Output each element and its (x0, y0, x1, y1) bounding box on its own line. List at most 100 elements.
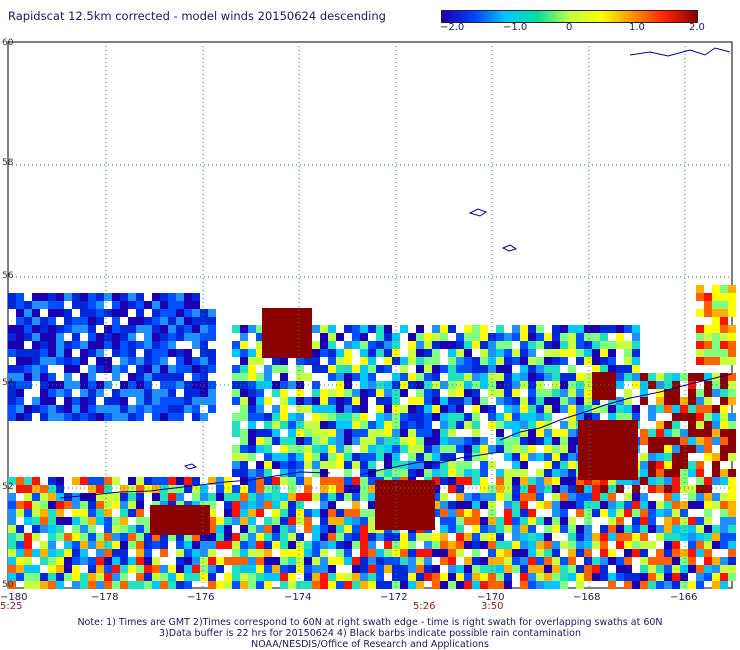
swath-cell (56, 341, 64, 349)
swath-cell (104, 573, 112, 581)
swath-cell (368, 349, 376, 357)
swath-cell (320, 477, 328, 485)
swath-cell (280, 573, 288, 581)
swath-cell (176, 493, 184, 501)
swath-cell (256, 389, 264, 397)
swath-cell (704, 397, 712, 405)
swath-cell (248, 453, 256, 461)
swath-cell (696, 405, 704, 413)
swath-cell (704, 421, 712, 429)
swath-cell (640, 541, 648, 549)
swath-cell (128, 325, 136, 333)
swath-cell (608, 501, 616, 509)
swath-cell (184, 357, 192, 365)
swath-cell (80, 341, 88, 349)
swath-cell (288, 573, 296, 581)
swath-cell (264, 477, 272, 485)
swath-cell (704, 333, 712, 341)
swath-cell (728, 493, 736, 501)
swath-cell (96, 477, 104, 485)
swath-cell (280, 477, 288, 485)
swath-cell (696, 541, 704, 549)
swath-cell (416, 549, 424, 557)
swath-cell (688, 581, 696, 589)
swath-cell (104, 501, 112, 509)
swath-cell (584, 357, 592, 365)
swath-cell (384, 405, 392, 413)
swath-cell (688, 557, 696, 565)
swath-cell (680, 525, 688, 533)
swath-cell (344, 421, 352, 429)
swath-cell (24, 373, 32, 381)
swath-cell (328, 365, 336, 373)
swath-cell (24, 325, 32, 333)
swath-cell (8, 525, 16, 533)
swath-cell (184, 365, 192, 373)
swath-cell (392, 453, 400, 461)
swath-cell (552, 389, 560, 397)
swath-cell (272, 461, 280, 469)
swath-cell (312, 389, 320, 397)
swath-cell (536, 501, 544, 509)
swath-cell (448, 541, 456, 549)
swath-cell (576, 349, 584, 357)
swath-cell (256, 333, 264, 341)
swath-cell (80, 373, 88, 381)
swath-cell (176, 349, 184, 357)
swath-cell (96, 293, 104, 301)
swath-cell (560, 485, 568, 493)
swath-cell (728, 509, 736, 517)
swath-cell (696, 309, 704, 317)
swath-cell (160, 413, 168, 421)
swath-cell (728, 301, 736, 309)
swath-cell (24, 493, 32, 501)
swath-cell (208, 565, 216, 573)
swath-cell (40, 581, 48, 589)
swath-cell (352, 341, 360, 349)
swath-cell (360, 349, 368, 357)
swath-cell (240, 493, 248, 501)
swath-cell (464, 365, 472, 373)
swath-cell (264, 485, 272, 493)
swath-cell (184, 405, 192, 413)
swath-cell (504, 397, 512, 405)
swath-cell (480, 581, 488, 589)
swath-cell (344, 533, 352, 541)
swath-cell (720, 509, 728, 517)
swath-cell (240, 365, 248, 373)
swath-cell (288, 461, 296, 469)
swath-cell (80, 533, 88, 541)
swath-cell (712, 357, 720, 365)
swath-cell (24, 557, 32, 565)
swath-cell (528, 517, 536, 525)
swath-cell (264, 365, 272, 373)
swath-cell (128, 501, 136, 509)
swath-cell (528, 453, 536, 461)
wind-difference-swath (8, 285, 736, 589)
swath-cell (536, 549, 544, 557)
swath-cell (96, 501, 104, 509)
swath-cell (512, 509, 520, 517)
swath-cell (544, 365, 552, 373)
swath-cell (152, 357, 160, 365)
swath-cell (88, 293, 96, 301)
swath-cell (544, 405, 552, 413)
swath-cell (480, 461, 488, 469)
swath-cell (264, 541, 272, 549)
swath-cell (536, 413, 544, 421)
swath-cell (432, 341, 440, 349)
swath-cell (640, 509, 648, 517)
swath-cell (144, 397, 152, 405)
swath-cell (440, 533, 448, 541)
swath-cell (392, 565, 400, 573)
swath-cell (424, 413, 432, 421)
swath-cell (608, 485, 616, 493)
swath-cell (72, 557, 80, 565)
swath-cell (112, 541, 120, 549)
swath-cell (696, 533, 704, 541)
swath-cell (704, 565, 712, 573)
swath-cell (632, 485, 640, 493)
swath-cell (104, 309, 112, 317)
swath-cell (112, 581, 120, 589)
lon-tick-label: −166 (670, 592, 698, 603)
